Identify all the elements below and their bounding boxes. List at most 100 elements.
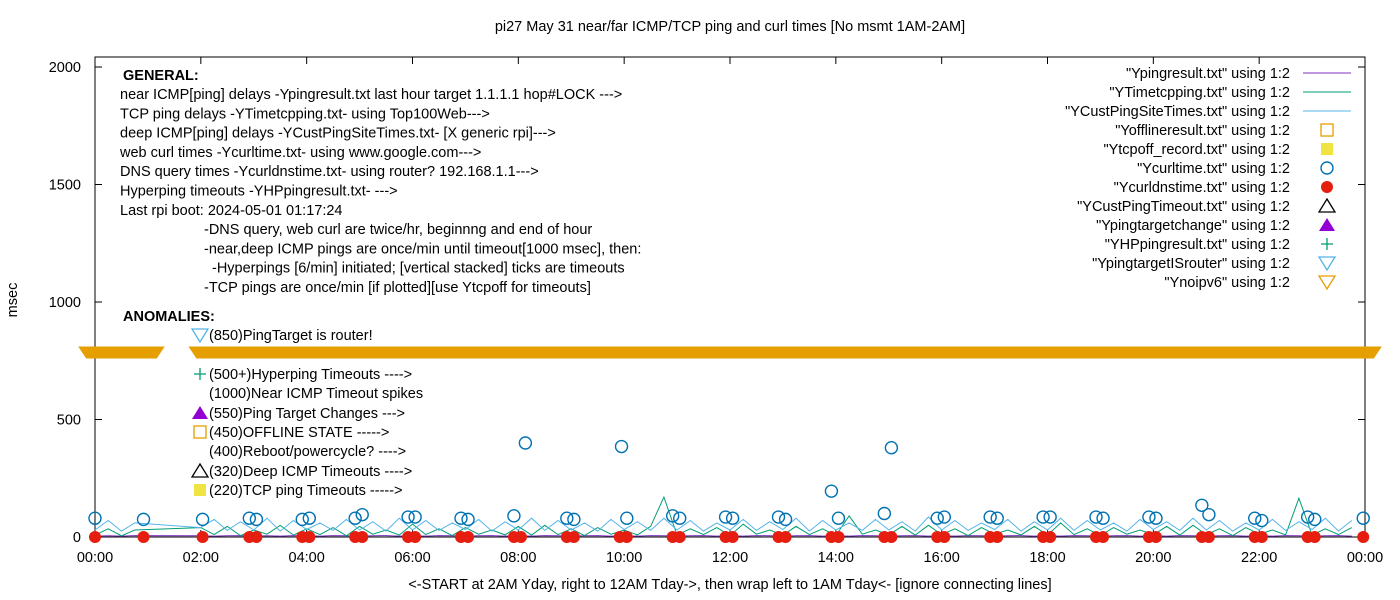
data-point — [1356, 511, 1370, 525]
general-note: DNS query times -Ycurldnstime.txt- using… — [120, 164, 539, 180]
y-tick-label: 0 — [73, 530, 81, 546]
data-point — [356, 531, 369, 543]
x-tick-label: 22:00 — [1241, 550, 1277, 566]
circle-marker — [1089, 510, 1103, 524]
data-point — [726, 531, 739, 543]
circle-marker — [250, 531, 263, 543]
data-point — [295, 512, 309, 527]
circle-marker — [89, 531, 101, 543]
data-point — [409, 531, 422, 543]
data-point — [355, 507, 369, 522]
legend-filled-square-icon — [1321, 143, 1333, 155]
anomaly-label: (320)Deep ICMP Timeouts ----> — [209, 464, 412, 480]
circle-marker — [1300, 510, 1315, 524]
circle-marker — [249, 512, 264, 527]
circle-marker — [303, 531, 316, 543]
series-1 — [94, 495, 1353, 537]
circle-marker — [1195, 498, 1209, 512]
x-tick-label: 16:00 — [924, 550, 960, 566]
data-point — [673, 531, 686, 543]
series-11 — [78, 346, 1382, 359]
series-2 — [94, 516, 1353, 532]
data-point — [718, 510, 733, 524]
anomaly-open-down-triangle-icon — [190, 328, 210, 344]
circle-marker — [620, 511, 634, 525]
legend-filled-circle-icon — [1321, 181, 1333, 193]
legend-label: "YTimetcpping.txt" using 1:2 — [1109, 85, 1290, 101]
data-point — [1308, 512, 1322, 527]
x-tick-label: 06:00 — [394, 550, 430, 566]
circle-marker — [779, 531, 792, 543]
data-point — [885, 531, 898, 543]
data-point — [1097, 531, 1110, 543]
circle-marker — [937, 510, 952, 524]
data-point — [991, 531, 1004, 543]
ipv6-fail-band — [78, 346, 165, 359]
data-point — [620, 511, 634, 525]
general-note: deep ICMP[ping] delays -YCustPingSiteTim… — [120, 126, 556, 142]
circle-marker — [1142, 510, 1156, 524]
y-tick-label: 500 — [57, 413, 81, 429]
anomaly-label: (400)Reboot/powercycle? ----> — [209, 444, 406, 460]
data-point — [665, 509, 680, 523]
circle-marker — [771, 510, 786, 524]
data-point — [195, 512, 210, 527]
circle-marker — [136, 512, 151, 527]
data-point — [824, 484, 839, 498]
legend-open-triangle-icon — [1317, 197, 1337, 213]
circle-marker — [832, 531, 845, 543]
data-point — [461, 512, 475, 527]
data-point — [303, 531, 316, 543]
data-point — [884, 441, 899, 455]
data-point — [938, 531, 951, 543]
anomaly-open-square-icon — [193, 425, 207, 439]
data-point — [1149, 511, 1163, 525]
circle-marker — [88, 511, 102, 525]
data-point — [620, 531, 633, 543]
data-point — [89, 531, 101, 543]
data-point — [408, 510, 422, 524]
legend-filled-down-triangle-band-icon — [1317, 275, 1337, 291]
circle-marker — [884, 441, 899, 455]
data-point — [137, 531, 150, 543]
data-point — [462, 531, 475, 543]
data-point — [990, 511, 1004, 525]
data-point — [454, 511, 468, 525]
square-marker — [194, 484, 206, 496]
circle-marker — [990, 511, 1004, 525]
down-triangle-marker — [190, 328, 210, 344]
square-marker — [1321, 143, 1333, 155]
data-point — [937, 510, 952, 524]
legend-open-down-triangle-icon — [1317, 256, 1337, 272]
circle-marker — [454, 511, 468, 525]
circle-marker — [1149, 531, 1162, 543]
circle-marker — [355, 507, 369, 522]
data-point — [136, 512, 151, 527]
data-point — [242, 511, 257, 525]
data-point — [1255, 513, 1269, 528]
data-point — [831, 511, 846, 525]
data-point — [567, 531, 580, 543]
circle-marker — [1149, 511, 1163, 525]
data-point — [1248, 511, 1262, 525]
circle-marker — [196, 531, 209, 543]
circle-marker — [409, 531, 422, 543]
y-tick-label: 1000 — [49, 295, 81, 311]
x-tick-label: 00:00 — [1347, 550, 1383, 566]
circle-marker — [242, 511, 257, 525]
general-heading: GENERAL: — [123, 68, 199, 84]
legend-label: "YCustPingTimeout.txt" using 1:2 — [1077, 199, 1290, 215]
circle-marker — [348, 511, 362, 525]
data-point — [1096, 511, 1110, 525]
data-point — [1202, 507, 1216, 522]
y-tick-label: 1500 — [49, 178, 81, 194]
circle-marker — [1357, 531, 1370, 543]
data-point — [518, 436, 533, 450]
data-point — [1089, 510, 1103, 524]
data-point — [250, 531, 263, 543]
data-point — [88, 511, 102, 525]
anomaly-label: (550)Ping Target Changes ---> — [209, 406, 405, 422]
data-point — [1357, 531, 1370, 543]
data-point — [1036, 510, 1050, 524]
